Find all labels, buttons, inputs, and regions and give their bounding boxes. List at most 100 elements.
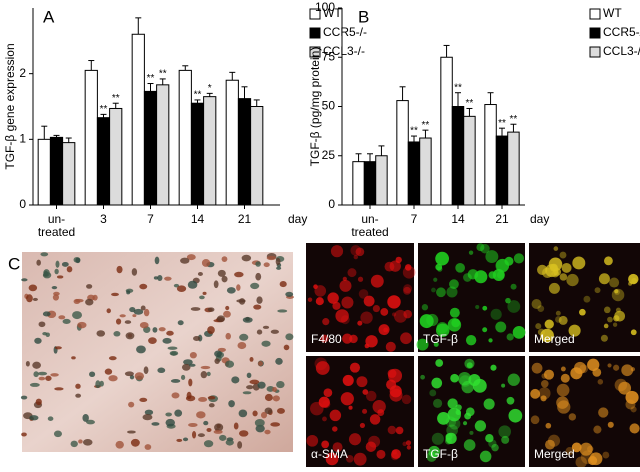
cell (372, 399, 386, 414)
x-tick-label-box: 21 (495, 213, 509, 226)
cell (249, 357, 254, 362)
histology-image (22, 252, 293, 452)
cell (342, 333, 353, 344)
x-tick-label: 3 (100, 213, 107, 226)
cell (490, 308, 502, 320)
cell (260, 411, 268, 419)
y-axis-label: TGF-β gene expression (3, 43, 17, 169)
cell (253, 304, 262, 310)
cell (490, 364, 497, 371)
cell (609, 277, 620, 288)
x-tick-label: un- treated (351, 213, 389, 239)
cell (133, 308, 144, 315)
panel-label: A (43, 7, 55, 26)
cell (560, 366, 566, 372)
cell (431, 377, 443, 389)
cell (54, 268, 59, 275)
cell (85, 298, 94, 306)
cell (131, 268, 138, 276)
y-tick-label: 1 (19, 132, 26, 146)
cell (158, 327, 166, 332)
cell (115, 318, 122, 325)
panel-label: C (8, 254, 20, 273)
fluorescence-grid: F4/80 TGF-β Merged α-SMA TGF-β Merged (306, 243, 640, 468)
cell (314, 357, 328, 371)
cell (433, 277, 438, 282)
cell (544, 319, 554, 329)
cell (615, 307, 621, 313)
cell (139, 283, 148, 290)
cell (78, 439, 83, 444)
cell (388, 368, 403, 383)
cell (75, 393, 82, 398)
bar (463, 115, 476, 206)
cell (264, 429, 271, 435)
bar (84, 69, 98, 206)
cell (119, 314, 126, 318)
cell (322, 416, 327, 422)
cell (96, 330, 106, 337)
cell (239, 333, 249, 341)
cell (255, 272, 262, 281)
cell (196, 411, 206, 419)
cell (225, 360, 235, 368)
cell (476, 243, 485, 252)
cell (395, 256, 402, 264)
bar (203, 96, 217, 206)
cell (206, 427, 212, 433)
cell (55, 260, 60, 268)
significance: ** (498, 118, 506, 129)
cell (435, 251, 449, 266)
cell (482, 305, 488, 311)
cell (148, 337, 157, 344)
cell (602, 451, 610, 459)
cell (233, 422, 239, 430)
image-label: Merged (534, 447, 575, 461)
x-tick-label: un- treated (37, 213, 76, 239)
cell (151, 422, 160, 426)
cell (485, 434, 494, 443)
cell (170, 379, 181, 383)
cell (535, 323, 542, 330)
cell (530, 415, 540, 425)
cell (275, 357, 283, 365)
cell (237, 341, 247, 350)
cell (392, 449, 398, 455)
cell (154, 256, 160, 265)
cell (618, 381, 632, 395)
cell (385, 341, 396, 352)
cell (512, 326, 526, 339)
bar (190, 102, 205, 206)
cell (203, 420, 209, 426)
bar (363, 161, 377, 206)
cell (387, 425, 397, 435)
significance: ** (422, 120, 430, 131)
y-tick-label: 25 (322, 148, 336, 162)
cell (431, 432, 444, 445)
cell (505, 297, 511, 304)
cell (261, 340, 271, 347)
cell (256, 296, 263, 304)
cell (368, 435, 381, 448)
y-tick-label: 100 (315, 0, 335, 14)
x-tick-label: 21 (495, 213, 509, 226)
x-tick-label-box: 14 (451, 213, 464, 226)
significance: ** (159, 69, 167, 80)
cell (166, 330, 174, 336)
bar (250, 106, 264, 206)
cell (402, 441, 407, 447)
cell (405, 440, 412, 446)
cell (86, 419, 95, 425)
cell (116, 265, 123, 274)
cell (199, 295, 205, 300)
cell (335, 309, 349, 323)
cell (465, 334, 477, 346)
cell (447, 398, 458, 409)
cell (501, 435, 510, 444)
significance: ** (466, 98, 474, 109)
cell (629, 423, 640, 434)
cell (223, 310, 231, 318)
cell (75, 257, 81, 264)
cell (139, 397, 148, 403)
cell (213, 429, 223, 434)
